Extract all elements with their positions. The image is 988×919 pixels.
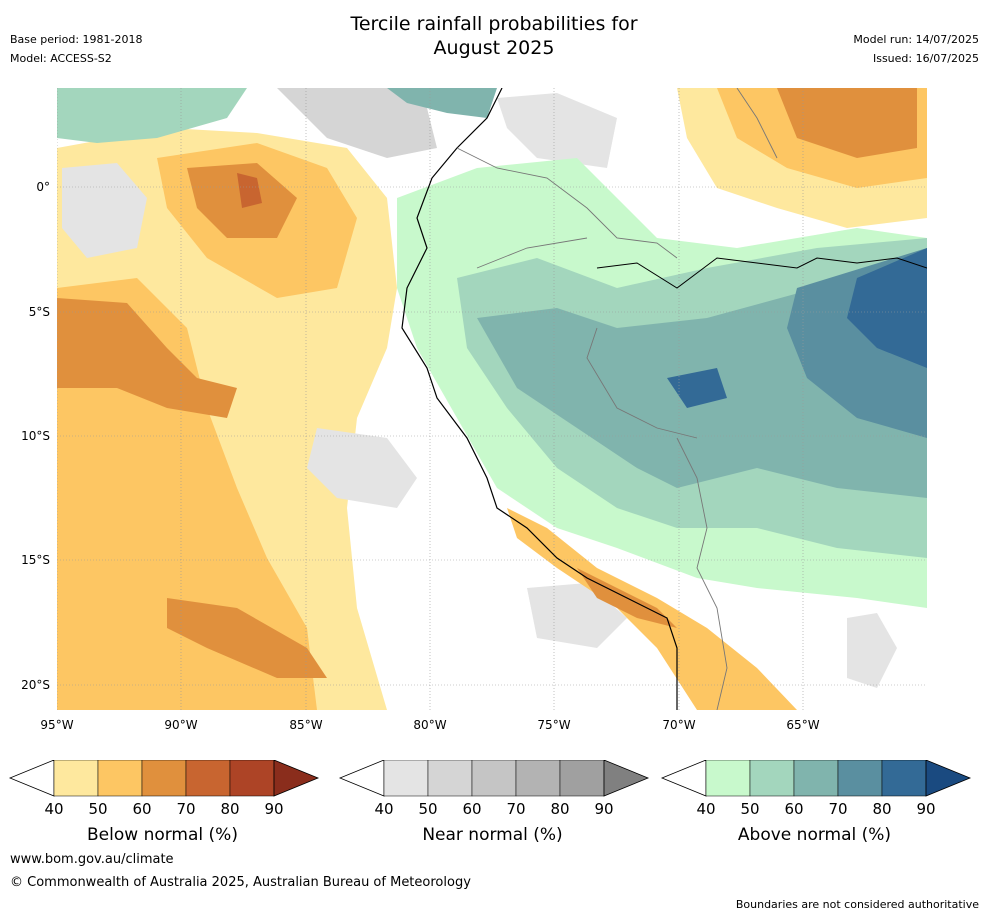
colorbar-segment [881,760,927,797]
colorbar-segment [427,760,473,797]
country-boundaries [456,88,778,710]
colorbar-tick-label: 40 [374,800,394,818]
colorbar-segment [793,760,839,797]
colorbar-segment [749,760,795,797]
colorbar-tick-label: 80 [220,800,240,818]
colorbar-segment [185,760,231,797]
issue-date: Issued: 16/07/2025 [872,52,979,65]
colorbar-tick-label: 70 [828,800,848,818]
colorbar-tick-label: 50 [88,800,108,818]
meta-left: Base period: 1981-2018 Model: ACCESS-S2 [10,30,142,68]
title-line-1: Tercile rainfall probabilities for [350,13,638,35]
below-normal-region [167,598,327,678]
probability-map [57,88,927,710]
colorbar-tick-label: 90 [594,800,614,818]
colorbar-tick-label: 80 [872,800,892,818]
colorbar-tick-label: 40 [696,800,716,818]
above-normal-region [847,248,927,368]
colorbar-over-arrow [925,760,972,797]
colorbar-under-arrow [660,760,707,797]
below-normal-colorbar [8,760,320,797]
above-normal-region [387,88,497,118]
colorbar-label-below: Below normal (%) [87,825,238,845]
below-normal-region [777,88,917,158]
map-title: Tercile rainfall probabilities for Augus… [0,12,988,60]
colorbar-segment [229,760,275,797]
colorbar-tick-label: 70 [506,800,526,818]
near-normal-region [62,163,147,258]
coastline [401,88,678,710]
lat-label: 5°S [28,305,50,319]
colorbar-label-above: Above normal (%) [737,825,892,845]
colorbar-segment [515,760,561,797]
colorbar-tick-label: 50 [418,800,438,818]
lat-label: 20°S [21,678,50,692]
lat-label: 0° [36,180,50,194]
copyright: © Commonwealth of Australia 2025, Austra… [10,875,471,890]
colorbar-tick-label: 70 [176,800,196,818]
below-normal-region [237,173,262,208]
disclaimer: Boundaries are not considered authoritat… [735,898,979,911]
colorbar-segment [705,760,751,797]
lat-label: 10°S [21,429,50,443]
colorbar-segment [53,760,99,797]
colorbar-tick-label: 60 [784,800,804,818]
colorbar-over-arrow [603,760,650,797]
lon-label: 75°W [537,718,571,732]
lon-label: 70°W [662,718,696,732]
colorbar-tick-label: 40 [44,800,64,818]
colorbar-segment [141,760,187,797]
lon-label: 95°W [40,718,74,732]
colorbar-label-near: Near normal (%) [422,825,563,845]
title-line-2: August 2025 [433,37,555,59]
colorbar-under-arrow [8,760,55,797]
above-normal-colorbar [660,760,972,797]
colorbar-under-arrow [338,760,385,797]
lon-label: 90°W [164,718,198,732]
near-normal-region [277,88,437,158]
colorbar-tick-label: 50 [740,800,760,818]
colorbar-segment [837,760,883,797]
model-name: Model: ACCESS-S2 [10,52,112,65]
graticule [57,88,927,710]
colorbar-tick-label: 60 [132,800,152,818]
near-normal-region [497,93,617,168]
near-normal-region [307,428,417,508]
map-canvas [57,88,927,710]
below-normal-region [57,298,237,418]
near-normal-region [847,613,897,688]
lon-label: 65°W [786,718,820,732]
colorbar-segment [97,760,143,797]
colorbar-tick-label: 80 [550,800,570,818]
amazon-river [596,257,927,289]
above-normal-region [57,88,247,143]
colorbar-tick-label: 60 [462,800,482,818]
colorbar-tick-label: 90 [916,800,936,818]
meta-right: Model run: 14/07/2025 Issued: 16/07/2025 [853,30,979,68]
colorbar-segment [471,760,517,797]
colorbars [8,760,972,797]
colorbar-segment [383,760,429,797]
base-period: Base period: 1981-2018 [10,33,143,46]
footer-url[interactable]: www.bom.gov.au/climate [10,852,174,867]
lon-label: 80°W [413,718,447,732]
lat-label: 15°S [21,553,50,567]
near-normal-colorbar [338,760,650,797]
above-normal-region [667,368,727,408]
model-run: Model run: 14/07/2025 [853,33,979,46]
colorbar-segment [559,760,605,797]
lon-label: 85°W [289,718,323,732]
colorbar-tick-label: 90 [264,800,284,818]
colorbar-over-arrow [273,760,320,797]
